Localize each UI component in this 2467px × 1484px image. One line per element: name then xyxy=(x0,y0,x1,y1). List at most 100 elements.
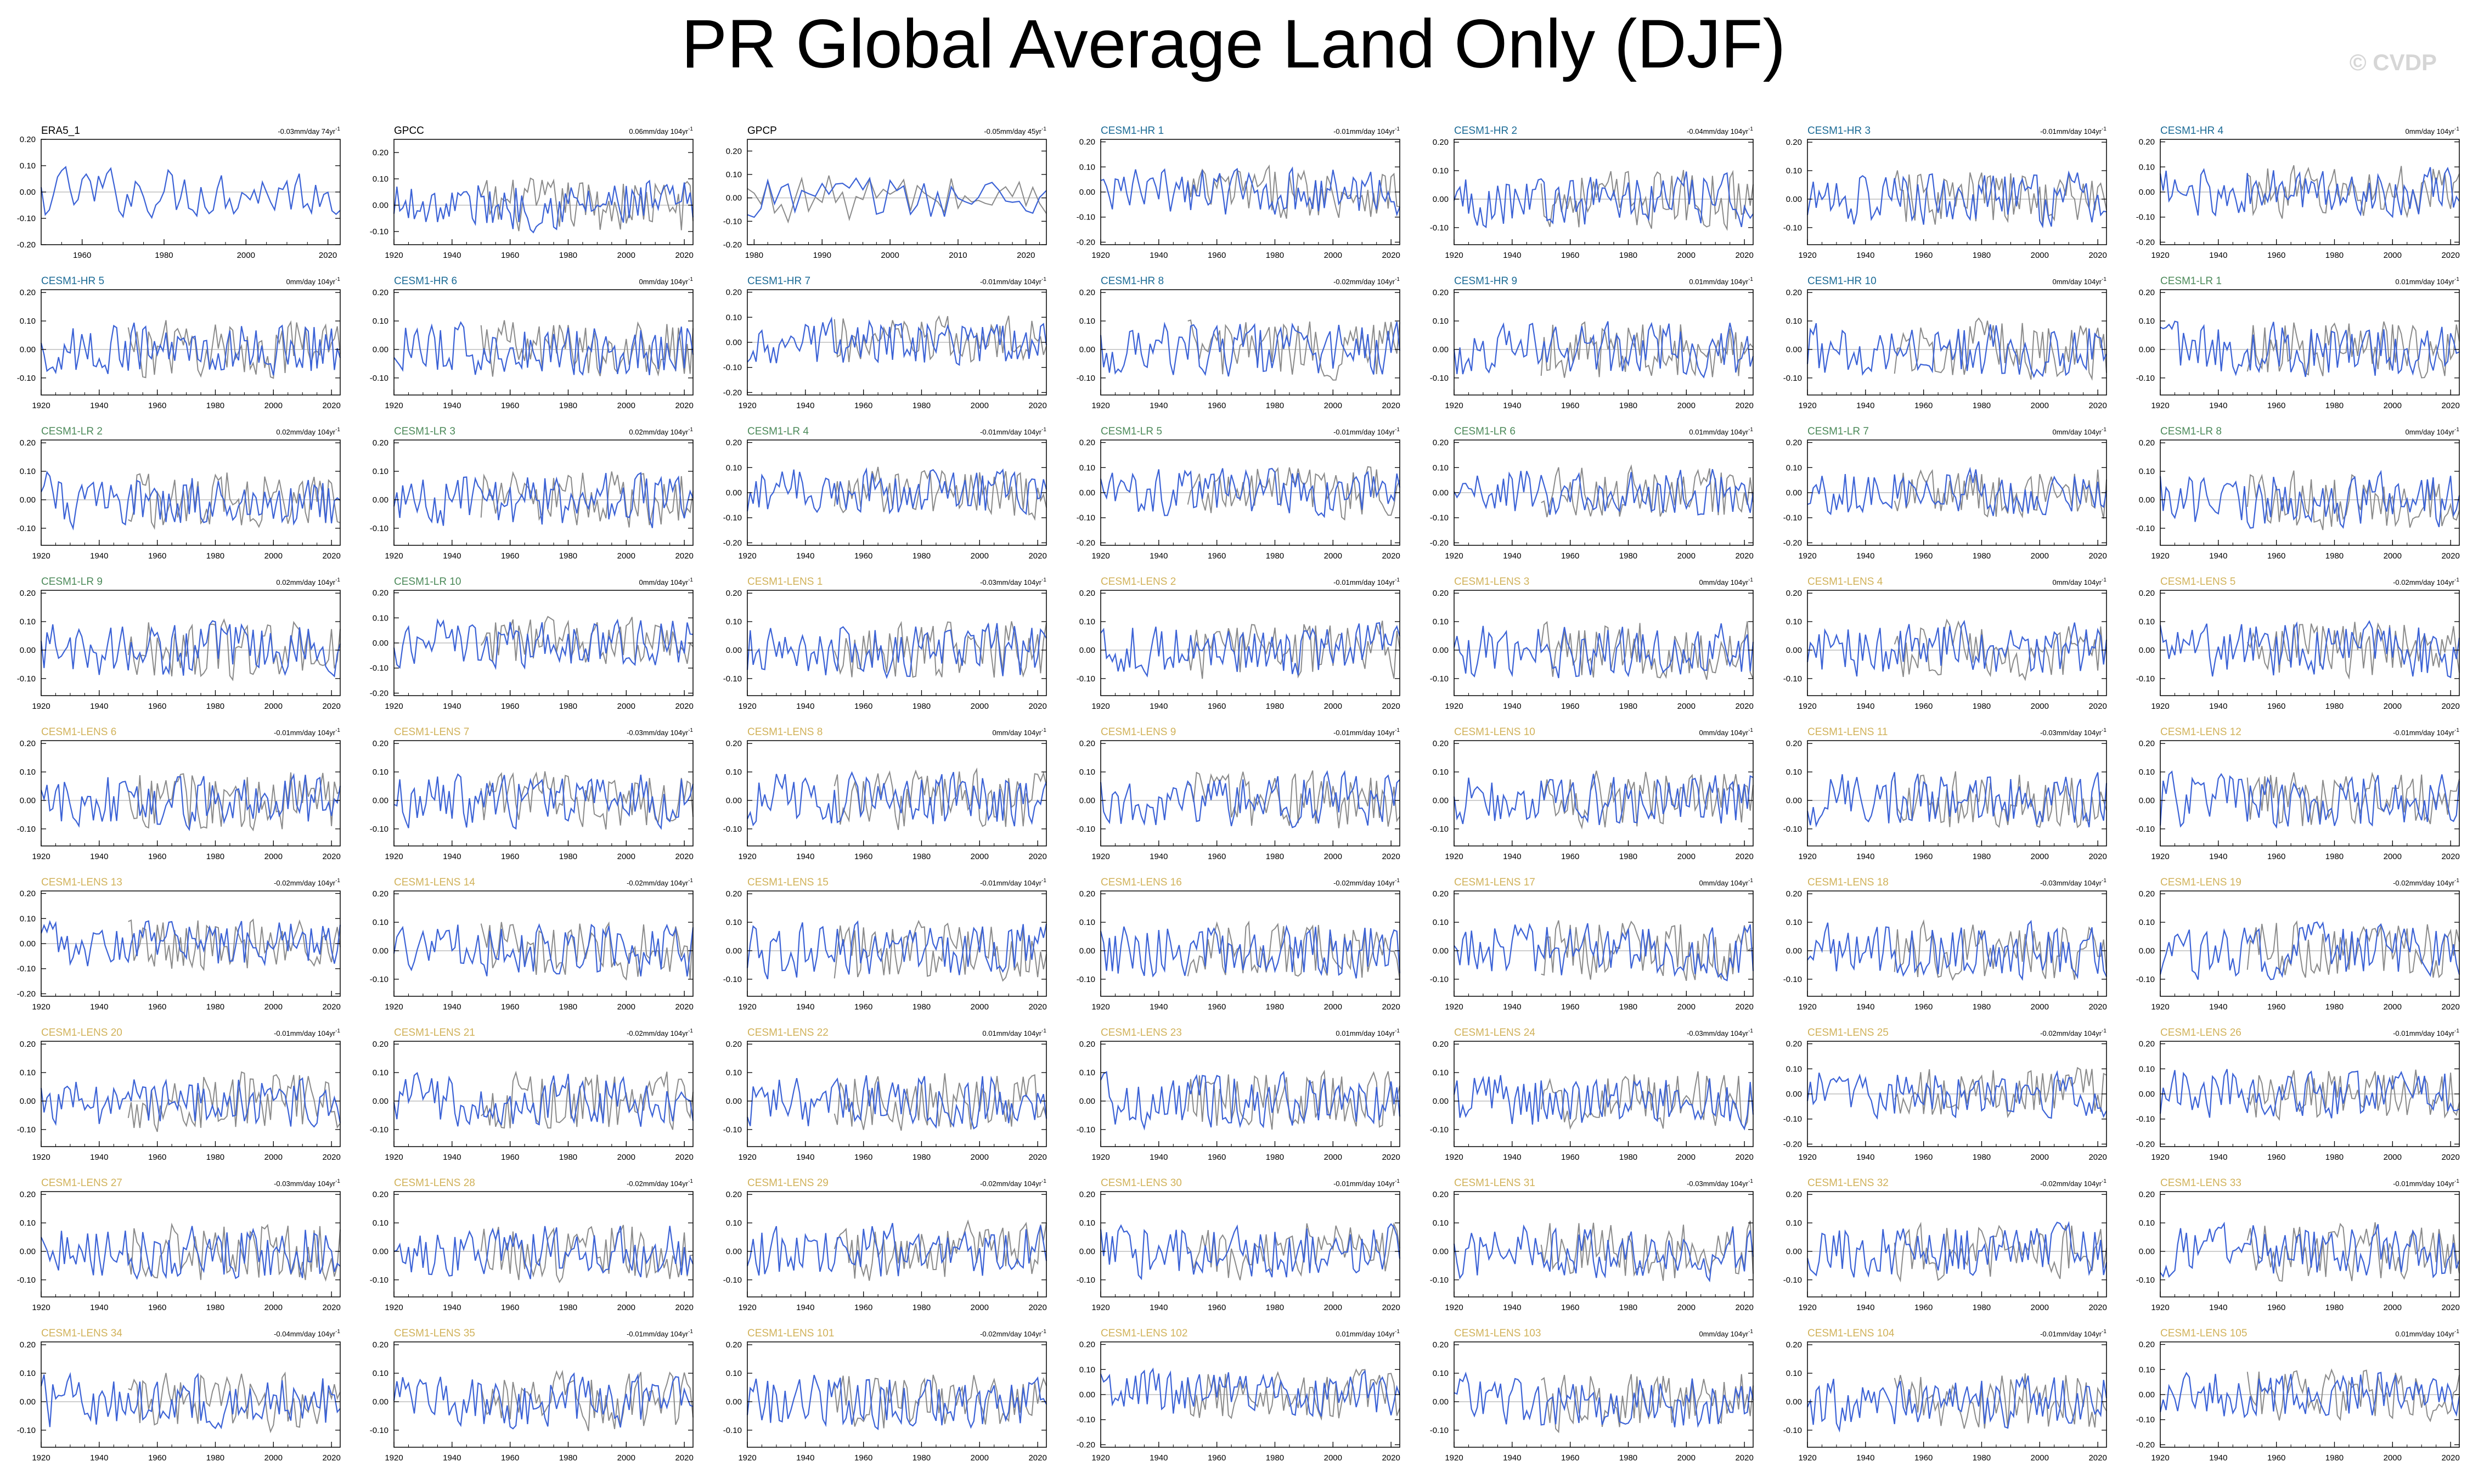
y-tick-label: 0.20 xyxy=(1079,889,1095,899)
x-tick-label: 1940 xyxy=(2209,1453,2227,1463)
x-tick-label: 1920 xyxy=(1445,1153,1463,1162)
x-tick-label: 2000 xyxy=(971,852,989,861)
panel: CESM1-LENS 29 -0.02mm/day 104yr-1 0.20 0.10… xyxy=(723,1177,1047,1312)
x-tick-label: 1960 xyxy=(854,1303,872,1312)
y-tick-label: 0.00 xyxy=(1433,946,1449,956)
y-tick-label: -0.10 xyxy=(370,227,388,236)
x-tick-label: 1940 xyxy=(1150,251,1168,260)
y-tick-label: 0.10 xyxy=(1079,1068,1095,1077)
x-tick-label: 1920 xyxy=(2151,251,2169,260)
reference-series-line xyxy=(1894,469,2107,519)
y-tick-label: 0.00 xyxy=(20,796,36,805)
series-line xyxy=(393,618,694,670)
trend-label: -0.02mm/day 104yr-1 xyxy=(1333,878,1400,887)
y-tick-label: 0.20 xyxy=(2139,739,2155,748)
x-tick-label: 1960 xyxy=(1561,1002,1579,1012)
series-line xyxy=(1454,469,1754,516)
plot-frame xyxy=(1807,139,2107,245)
panel: CESM1-HR 1 -0.01mm/day 104yr-1 0.20 0.10 0.0… xyxy=(1077,125,1401,260)
panel: CESM1-HR 5 0mm/day 104yr-1 0.20 0.10 0.00 -0.… xyxy=(17,275,341,410)
y-tick-label: 0.20 xyxy=(1079,288,1095,297)
panel-title: CESM1-LENS 3 xyxy=(1454,576,1529,588)
x-tick-label: 2020 xyxy=(322,1153,340,1162)
y-tick-label: 0.00 xyxy=(1079,345,1095,354)
trend-label: -0.02mm/day 104yr-1 xyxy=(627,1028,693,1037)
x-tick-label: 2020 xyxy=(322,852,340,861)
panel: CESM1-HR 4 0mm/day 104yr-1 0.20 0.10 0.00 -0.… xyxy=(2136,125,2460,260)
y-tick-label: 0.20 xyxy=(20,288,36,297)
y-tick-label: -0.10 xyxy=(1430,514,1449,523)
y-tick-label: 0.20 xyxy=(1433,589,1449,598)
x-tick-label: 1940 xyxy=(443,702,461,711)
y-tick-label: -0.20 xyxy=(723,240,742,250)
x-tick-label: 1980 xyxy=(1973,401,1991,410)
x-tick-label: 2000 xyxy=(1677,702,1696,711)
y-tick-label: 0.20 xyxy=(726,146,742,156)
y-tick-label: 0.00 xyxy=(20,1397,36,1407)
plot-frame xyxy=(747,1041,1047,1147)
y-tick-label: 0.10 xyxy=(2139,1064,2155,1074)
x-tick-label: 1940 xyxy=(1150,702,1168,711)
x-tick-label: 1940 xyxy=(1150,1453,1168,1463)
x-tick-label: 2000 xyxy=(264,551,283,561)
series-line xyxy=(41,471,341,531)
y-tick-label: 0.00 xyxy=(1079,646,1095,655)
panel-title: CESM1-LENS 101 xyxy=(747,1328,834,1339)
y-tick-label: 0.00 xyxy=(726,1247,742,1256)
panel-title: CESM1-LENS 5 xyxy=(2160,576,2235,588)
plot-frame xyxy=(1454,289,1754,396)
panel-title: CESM1-LENS 32 xyxy=(1807,1177,1889,1189)
series-line xyxy=(393,1071,694,1127)
x-tick-label: 1980 xyxy=(206,551,224,561)
panel-title: CESM1-HR 2 xyxy=(1454,125,1517,137)
y-tick-label: 0.00 xyxy=(1786,195,1802,204)
x-tick-label: 2020 xyxy=(1735,1153,1753,1162)
panel-title: CESM1-LENS 103 xyxy=(1454,1328,1541,1339)
panel-title: CESM1-LENS 28 xyxy=(394,1177,475,1189)
trend-label: -0.03mm/day 104yr-1 xyxy=(2040,878,2106,887)
x-tick-label: 1920 xyxy=(2151,852,2169,861)
x-tick-label: 2000 xyxy=(1324,1303,1342,1312)
panel-title: CESM1-LR 7 xyxy=(1807,426,1869,437)
x-tick-label: 1920 xyxy=(738,1453,756,1463)
panel: CESM1-LENS 15 -0.01mm/day 104yr-1 0.20 0.10… xyxy=(723,877,1047,1012)
trend-label: -0.02mm/day 104yr-1 xyxy=(274,878,340,887)
x-tick-label: 1920 xyxy=(385,702,403,711)
x-tick-label: 1960 xyxy=(501,1303,519,1312)
series-line xyxy=(1100,166,1401,217)
plot-frame xyxy=(393,1191,694,1297)
y-tick-label: 0.10 xyxy=(1433,1218,1449,1228)
x-tick-label: 1920 xyxy=(1798,251,1816,260)
x-tick-label: 1960 xyxy=(1561,551,1579,561)
y-tick-label: 0.20 xyxy=(726,889,742,899)
panel: CESM1-LENS 24 -0.03mm/day 104yr-1 0.20 0.10… xyxy=(1430,1027,1754,1162)
x-tick-label: 1960 xyxy=(1208,1002,1226,1012)
y-tick-label: 0.20 xyxy=(373,889,388,899)
y-tick-label: 0.00 xyxy=(1079,1390,1095,1400)
x-tick-label: 1940 xyxy=(1150,401,1168,410)
x-tick-label: 2000 xyxy=(2384,251,2402,260)
x-tick-label: 1920 xyxy=(32,1153,50,1162)
plot-frame xyxy=(1807,740,2107,847)
y-tick-label: -0.10 xyxy=(723,1276,742,1285)
y-tick-label: 0.00 xyxy=(726,646,742,655)
series-line xyxy=(2159,921,2460,980)
x-tick-label: 1960 xyxy=(1914,1153,1933,1162)
watermark: © CVDP xyxy=(2349,49,2437,75)
x-tick-label: 2000 xyxy=(2384,1002,2402,1012)
x-tick-label: 2000 xyxy=(617,251,635,260)
reference-series-line xyxy=(2246,1069,2460,1121)
plot-frame xyxy=(747,139,1047,245)
y-tick-label: 0.10 xyxy=(1786,768,1802,777)
series-line xyxy=(1453,321,1754,379)
x-tick-label: 2020 xyxy=(1382,852,1400,861)
x-tick-label: 1920 xyxy=(1798,1153,1816,1162)
y-tick-label: 0.10 xyxy=(1433,1369,1449,1378)
x-tick-label: 1960 xyxy=(2267,551,2285,561)
trend-label: -0.01mm/day 104yr-1 xyxy=(980,427,1046,436)
trend-label: -0.02mm/day 104yr-1 xyxy=(1333,277,1400,286)
x-tick-label: 2020 xyxy=(1382,401,1400,410)
y-tick-label: 0.00 xyxy=(20,1097,36,1106)
y-tick-label: 0.10 xyxy=(20,317,36,326)
page-title: PR Global Average Land Only (DJF) xyxy=(681,6,1786,82)
